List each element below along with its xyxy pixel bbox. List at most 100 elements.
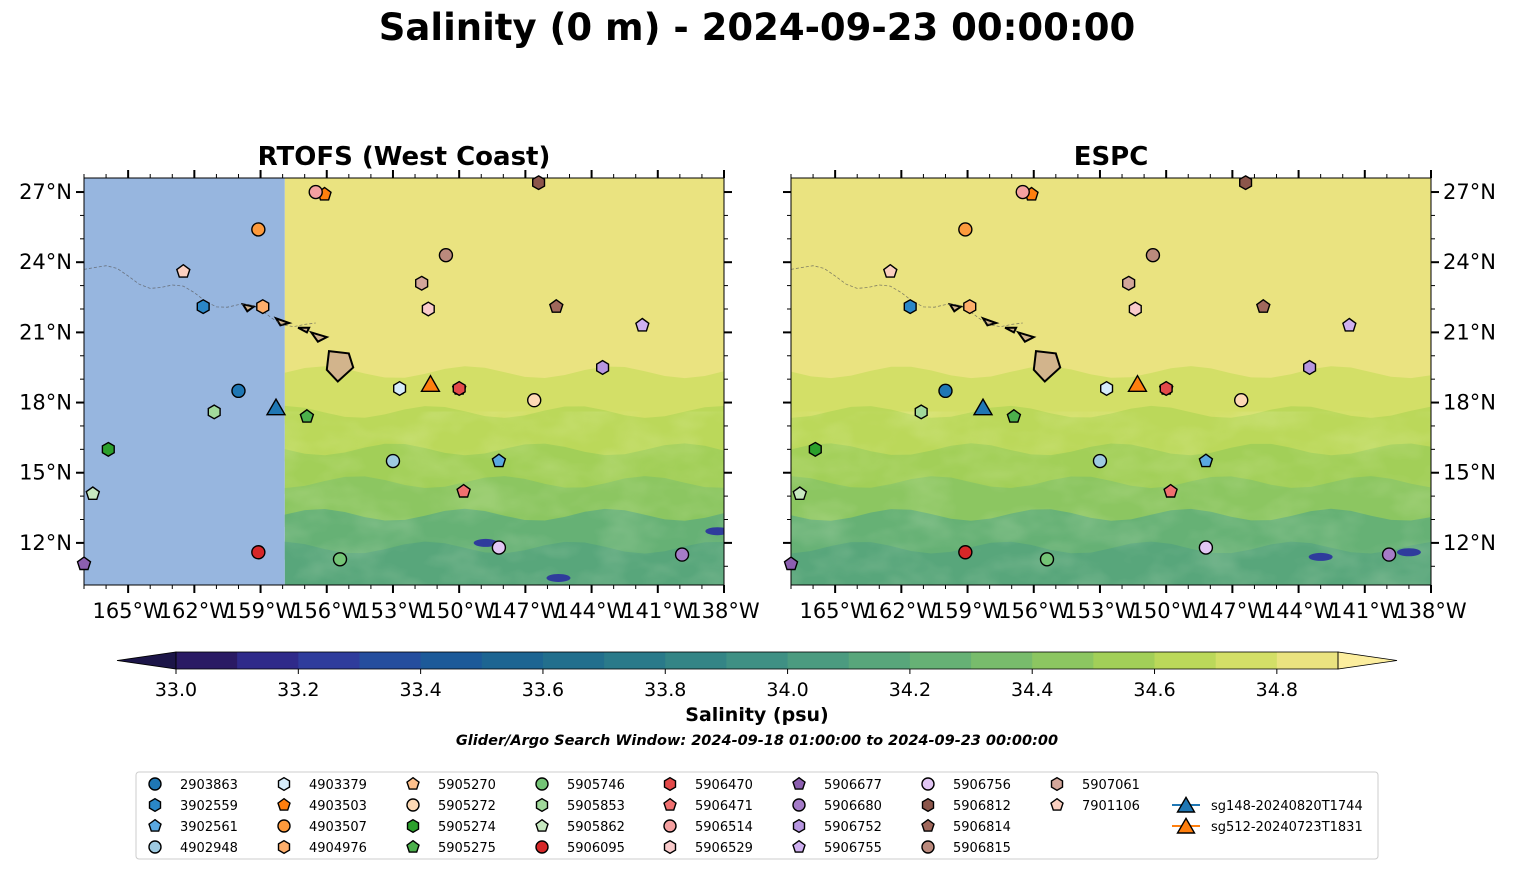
float-5906680 bbox=[674, 547, 690, 562]
float-5906095 bbox=[958, 545, 973, 560]
legend-label: 5905272 bbox=[438, 799, 496, 814]
legend-marker-5906812 bbox=[921, 797, 935, 813]
float-3902559 bbox=[903, 298, 917, 315]
legend-marker-3902561 bbox=[148, 818, 162, 832]
colorbar-tick-label: 33.8 bbox=[644, 679, 686, 701]
island-land bbox=[1032, 349, 1062, 383]
legend-marker-5905862 bbox=[535, 818, 549, 832]
legend-marker-4903503 bbox=[277, 797, 291, 811]
legend-label: 5906755 bbox=[824, 841, 882, 856]
float-5906815 bbox=[1145, 247, 1161, 263]
x-tick-label: 159°W bbox=[932, 599, 1004, 623]
float-5906470 bbox=[1159, 380, 1173, 397]
legend-marker-5906095 bbox=[535, 840, 549, 854]
legend-marker-5906677 bbox=[792, 776, 806, 790]
colorbar-segment bbox=[1276, 652, 1339, 669]
float-5905862 bbox=[792, 486, 808, 500]
overlay-espc: 165°W162°W159°W156°W153°W150°W147°W144°W… bbox=[783, 170, 1496, 623]
legend-marker-5906755 bbox=[792, 839, 806, 853]
colorbar-frame bbox=[175, 651, 1339, 670]
x-tick-label: 156°W bbox=[998, 599, 1070, 623]
x-tick-label: 159°W bbox=[225, 599, 297, 623]
glider-sg512-20240723T1831 bbox=[1127, 374, 1148, 392]
salinity-band bbox=[791, 366, 1431, 424]
low-salinity-patch bbox=[1396, 548, 1421, 557]
float-5906677 bbox=[783, 556, 799, 571]
map-panel-espc[interactable]: 165°W162°W159°W156°W153°W150°W147°W144°W… bbox=[783, 170, 1496, 623]
legend-marker-5906514 bbox=[663, 819, 677, 833]
legend-label: 5907061 bbox=[1082, 778, 1140, 793]
colorbar-segment bbox=[298, 652, 361, 669]
island-land bbox=[1015, 330, 1037, 343]
legend-marker-5905270 bbox=[406, 776, 420, 790]
y-tick-label: 24°N bbox=[1443, 250, 1496, 274]
float-5906514 bbox=[308, 184, 323, 200]
legend-label: 5906529 bbox=[695, 841, 753, 856]
legend-label: 5906680 bbox=[824, 799, 882, 814]
panel-title-rtofs: RTOFS (West Coast) bbox=[257, 142, 551, 172]
float-5906752 bbox=[1302, 359, 1317, 376]
search-window-note: Glider/Argo Search Window: 2024-09-18 01… bbox=[455, 733, 1059, 749]
float-5905275 bbox=[1006, 408, 1022, 423]
colorbar-segment bbox=[787, 652, 850, 669]
legend-label: 5906752 bbox=[824, 820, 882, 835]
float-5905272 bbox=[1234, 393, 1249, 408]
y-tick-label: 21°N bbox=[1443, 320, 1496, 344]
legend-label: 4903379 bbox=[309, 778, 367, 793]
x-tick-label: 156°W bbox=[291, 599, 363, 623]
legend-marker-5905272 bbox=[406, 798, 420, 812]
x-tick-label: 138°W bbox=[688, 599, 760, 623]
float-3902559 bbox=[196, 298, 210, 315]
colorbar-segment bbox=[848, 652, 911, 669]
salinity-band bbox=[791, 332, 1431, 385]
x-tick-label: 153°W bbox=[1064, 599, 1136, 623]
float-4904976 bbox=[963, 298, 977, 315]
legend-label: 5905270 bbox=[438, 778, 496, 793]
legend-marker-2903863 bbox=[148, 777, 162, 791]
float-4902948 bbox=[385, 453, 401, 469]
map-panel-rtofs[interactable]: 165°W162°W159°W156°W153°W150°W147°W144°W… bbox=[19, 170, 760, 623]
x-tick-label: 141°W bbox=[622, 599, 694, 623]
colorbar-segment bbox=[909, 652, 972, 669]
low-salinity-patch bbox=[546, 573, 571, 582]
float-5906529 bbox=[1128, 301, 1142, 317]
legend-marker-5905274 bbox=[406, 818, 420, 834]
island-land bbox=[240, 302, 257, 313]
colorbar-tick-label: 34.6 bbox=[1133, 679, 1175, 701]
y-tick-label: 12°N bbox=[1443, 531, 1496, 555]
colorbar-segment bbox=[726, 652, 789, 669]
colorbar-segment bbox=[1093, 652, 1156, 669]
colorbar-segment bbox=[481, 652, 544, 669]
y-tick-label: 27°N bbox=[19, 180, 72, 204]
bathymetry-contour bbox=[84, 265, 316, 328]
legend-marker-5906756 bbox=[921, 777, 935, 791]
bathymetry-contour bbox=[791, 265, 1023, 328]
colorbar-tick-label: 33.6 bbox=[522, 679, 564, 701]
legend-label: 2903863 bbox=[180, 778, 238, 793]
float-5905746 bbox=[332, 552, 348, 567]
float-5906755 bbox=[635, 317, 650, 332]
float-5905746 bbox=[1039, 552, 1055, 567]
x-tick-label: 165°W bbox=[799, 599, 871, 623]
colorbar-segment bbox=[1154, 652, 1217, 669]
axes-frame bbox=[790, 177, 1432, 586]
legend-marker-4903379 bbox=[277, 776, 291, 792]
x-tick-label: 141°W bbox=[1329, 599, 1401, 623]
salinity-eddies bbox=[284, 411, 724, 585]
legend-label: 4904976 bbox=[309, 841, 367, 856]
legend-marker-5905275 bbox=[406, 839, 420, 853]
float-5905853 bbox=[207, 404, 221, 420]
legend-marker-4903507 bbox=[277, 819, 291, 833]
x-tick-label: 147°W bbox=[490, 599, 562, 623]
low-salinity-patch bbox=[473, 538, 498, 547]
island-land bbox=[308, 330, 330, 343]
float-7901106 bbox=[882, 263, 898, 278]
legend-box bbox=[135, 771, 1379, 860]
legend-label: 5906812 bbox=[953, 799, 1011, 814]
legend-label: 5906095 bbox=[567, 841, 625, 856]
low-salinity-patch bbox=[1308, 552, 1333, 561]
legend-label: 5906677 bbox=[824, 778, 882, 793]
y-tick-label: 24°N bbox=[19, 250, 72, 274]
y-tick-label: 15°N bbox=[1443, 461, 1496, 485]
float-4904976 bbox=[256, 298, 270, 315]
